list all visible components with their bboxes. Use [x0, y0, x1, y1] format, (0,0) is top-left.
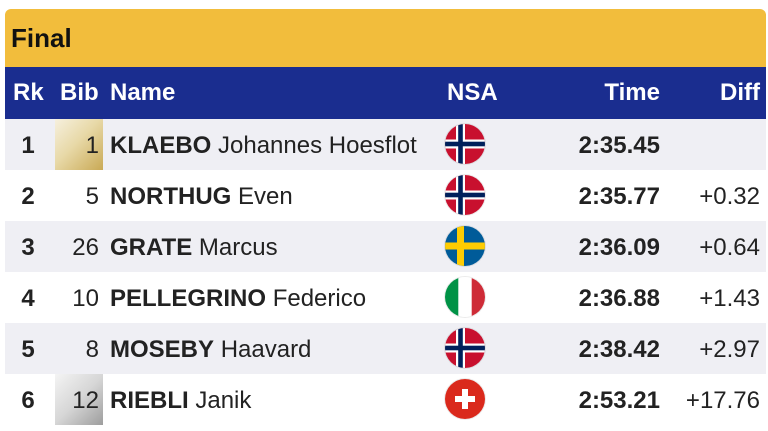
athlete-name[interactable]: PELLEGRINO Federico — [110, 285, 366, 313]
athlete-first-name: Janik — [195, 387, 252, 414]
athlete-first-name: Haavard — [220, 336, 312, 363]
athlete-name[interactable]: KLAEBO Johannes Hoesflot — [110, 132, 417, 160]
norway-flag-icon — [445, 328, 485, 368]
bib-number: 1 — [85, 132, 99, 159]
athlete-name[interactable]: RIEBLI Janik — [110, 387, 251, 415]
athlete-last-name: NORTHUG — [110, 183, 232, 210]
table-row[interactable]: 2 5 NORTHUG Even 2:35.77 +0.32 — [5, 170, 766, 221]
athlete-last-name: KLAEBO — [110, 132, 212, 159]
bib-cell: 26 — [55, 221, 103, 272]
athlete-name[interactable]: NORTHUG Even — [110, 183, 293, 211]
bib-number: 12 — [72, 387, 99, 414]
time-cell: 2:36.09 — [578, 234, 660, 261]
athlete-last-name: RIEBLI — [110, 387, 189, 414]
time-cell: 2:35.77 — [578, 183, 660, 210]
rank-cell: 4 — [21, 285, 35, 312]
race-title: Final — [11, 22, 72, 53]
rank-cell: 1 — [21, 132, 35, 159]
sweden-flag-icon — [445, 226, 485, 266]
header-time[interactable]: Time — [604, 79, 660, 106]
bib-cell: 8 — [55, 323, 103, 374]
athlete-name[interactable]: GRATE Marcus — [110, 234, 278, 262]
results-table-body: 1 1 KLAEBO Johannes Hoesflot 2:35.45 2 5… — [5, 119, 766, 425]
diff-cell: +2.97 — [699, 336, 760, 363]
norway-flag-icon — [445, 124, 485, 164]
results-card: Final Rk Bib Name NSA Time Diff 1 1 KLAE… — [5, 9, 766, 426]
header-bib[interactable]: Bib — [60, 79, 99, 106]
bib-number: 10 — [72, 285, 99, 312]
header-diff[interactable]: Diff — [720, 79, 760, 106]
rank-cell: 6 — [21, 387, 35, 414]
bib-cell: 10 — [55, 272, 103, 323]
table-header: Rk Bib Name NSA Time Diff — [5, 67, 766, 119]
bib-cell: 1 — [55, 119, 103, 170]
athlete-first-name: Federico — [272, 285, 367, 312]
time-cell: 2:35.45 — [578, 132, 660, 159]
athlete-first-name: Even — [238, 183, 293, 210]
diff-cell: +17.76 — [685, 387, 760, 414]
bib-number: 26 — [72, 234, 99, 261]
athlete-name[interactable]: MOSEBY Haavard — [110, 336, 311, 364]
norway-flag-icon — [445, 175, 485, 215]
header-rank[interactable]: Rk — [13, 79, 44, 106]
bib-number: 8 — [85, 336, 99, 363]
title-bar: Final — [5, 9, 766, 67]
time-cell: 2:38.42 — [578, 336, 660, 363]
bib-number: 5 — [85, 183, 99, 210]
header-nsa[interactable]: NSA — [447, 79, 498, 106]
diff-cell: +0.64 — [699, 234, 760, 261]
table-row[interactable]: 1 1 KLAEBO Johannes Hoesflot 2:35.45 — [5, 119, 766, 170]
time-cell: 2:53.21 — [578, 387, 660, 414]
table-row[interactable]: 6 12 RIEBLI Janik 2:53.21 +17.76 — [5, 374, 766, 425]
rank-cell: 2 — [21, 183, 35, 210]
header-name[interactable]: Name — [110, 79, 176, 106]
athlete-last-name: PELLEGRINO — [110, 285, 267, 312]
rank-cell: 5 — [21, 336, 35, 363]
diff-cell: +1.43 — [699, 285, 760, 312]
rank-cell: 3 — [21, 234, 35, 261]
time-cell: 2:36.88 — [578, 285, 660, 312]
athlete-first-name: Johannes Hoesflot — [218, 132, 417, 159]
italy-flag-icon — [445, 277, 485, 317]
table-row[interactable]: 3 26 GRATE Marcus 2:36.09 +0.64 — [5, 221, 766, 272]
athlete-first-name: Marcus — [198, 234, 278, 261]
athlete-last-name: MOSEBY — [110, 336, 215, 363]
bib-cell: 5 — [55, 170, 103, 221]
table-row[interactable]: 4 10 PELLEGRINO Federico 2:36.88 +1.43 — [5, 272, 766, 323]
table-row[interactable]: 5 8 MOSEBY Haavard 2:38.42 +2.97 — [5, 323, 766, 374]
athlete-last-name: GRATE — [110, 234, 193, 261]
diff-cell: +0.32 — [699, 183, 760, 210]
bib-cell: 12 — [55, 374, 103, 425]
switzerland-flag-icon — [445, 379, 485, 419]
